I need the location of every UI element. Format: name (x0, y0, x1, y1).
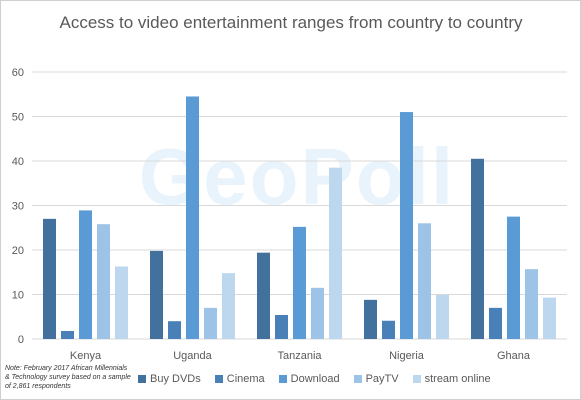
legend-swatch (353, 375, 362, 383)
legend-item: Buy DVDs (138, 373, 201, 385)
legend-swatch (278, 375, 287, 383)
bar-stream-online-kenya (115, 266, 128, 339)
legend-swatch (214, 375, 223, 383)
bar-cinema-tanzania (275, 314, 288, 339)
bar-cinema-uganda (168, 321, 181, 339)
legend-label: Buy DVDs (150, 373, 201, 385)
bar-buy-dvds-uganda (150, 250, 163, 339)
legend-swatch (412, 375, 421, 383)
legend-label: Download (290, 373, 340, 385)
legend-item: Download (278, 373, 340, 385)
y-axis-ticks: 0 10 20 30 40 50 60 (12, 67, 24, 346)
y-tick-label: 30 (12, 201, 24, 213)
legend-label: PayTV (365, 373, 399, 385)
bar-download-nigeria (400, 112, 413, 339)
bar-paytv-kenya (97, 224, 110, 339)
bar-stream-online-ghana (543, 297, 556, 339)
bar-paytv-ghana (525, 269, 538, 339)
bar-stream-online-uganda (222, 273, 235, 339)
bar-buy-dvds-kenya (43, 218, 56, 339)
y-tick-label: 10 (12, 290, 24, 302)
y-tick-label: 50 (12, 112, 24, 124)
bar-cinema-nigeria (382, 320, 395, 339)
x-tick-label: Nigeria (389, 350, 425, 362)
x-tick-label: Tanzania (277, 350, 322, 362)
legend-item: Cinema (214, 373, 265, 385)
bar-stream-online-nigeria (436, 294, 449, 339)
bar-download-tanzania (293, 226, 306, 339)
legend-label: stream online (424, 373, 491, 385)
bar-buy-dvds-tanzania (257, 252, 270, 339)
legend-item: stream online (412, 373, 491, 385)
bar-buy-dvds-nigeria (364, 299, 377, 339)
chart-title: Access to video entertainment ranges fro… (59, 13, 523, 32)
bar-download-ghana (507, 216, 520, 339)
bar-cinema-ghana (489, 307, 502, 339)
legend-swatch (138, 375, 146, 383)
legend-label: Cinema (226, 373, 265, 385)
bars (43, 96, 556, 339)
bar-stream-online-tanzania (329, 167, 342, 339)
x-axis-ticks: Kenya Uganda Tanzania Nigeria Ghana (70, 350, 531, 362)
bar-paytv-nigeria (418, 223, 431, 339)
x-tick-label: Kenya (70, 350, 102, 362)
legend: Buy DVDs Cinema Download PayTV stream online (138, 373, 491, 385)
bar-download-kenya (79, 210, 92, 339)
bar-paytv-uganda (204, 307, 217, 339)
bar-download-uganda (186, 96, 199, 339)
y-tick-label: 40 (12, 156, 24, 168)
bar-cinema-kenya (61, 330, 74, 339)
bar-paytv-tanzania (311, 287, 324, 339)
y-tick-label: 20 (12, 245, 24, 257)
bar-buy-dvds-ghana (471, 158, 484, 339)
legend-item: PayTV (353, 373, 399, 385)
y-tick-label: 0 (18, 334, 24, 346)
survey-note: Note: February 2017 African Millennials … (5, 365, 131, 390)
x-tick-label: Ghana (497, 350, 531, 362)
y-tick-label: 60 (12, 67, 24, 79)
x-tick-label: Uganda (173, 350, 212, 362)
